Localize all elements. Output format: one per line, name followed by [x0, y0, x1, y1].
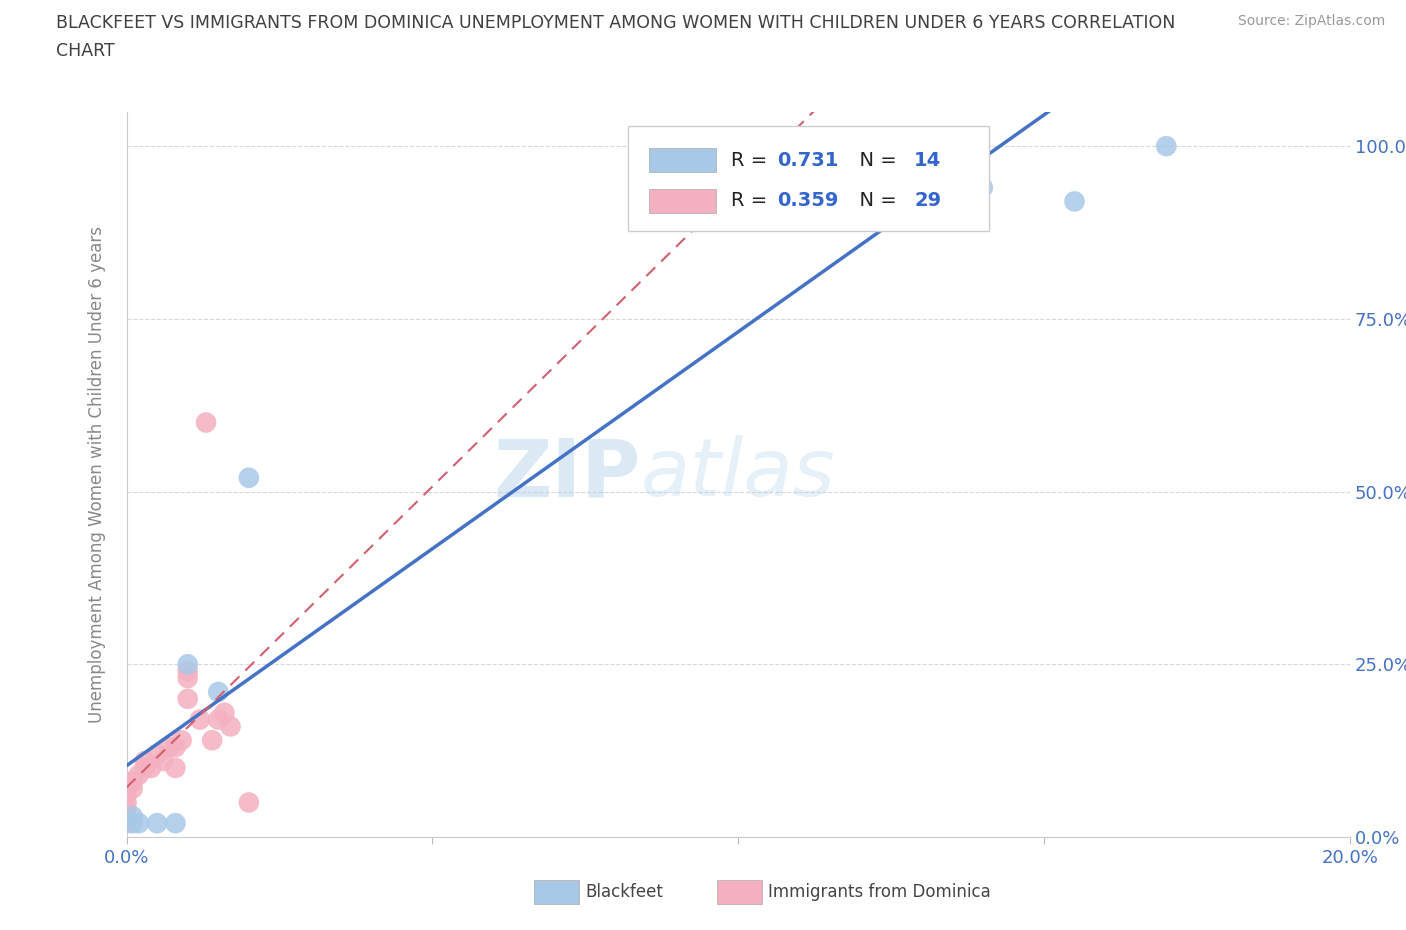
Point [165, 816, 187, 830]
Point [170, 733, 193, 748]
Point [880, 153, 903, 167]
Point [115, 781, 138, 796]
Point [115, 809, 138, 824]
Text: Source: ZipAtlas.com: Source: ZipAtlas.com [1237, 14, 1385, 28]
Point [128, 816, 150, 830]
Text: Blackfeet: Blackfeet [585, 883, 662, 901]
Point [165, 761, 187, 776]
Point [115, 802, 138, 817]
Text: BLACKFEET VS IMMIGRANTS FROM DOMINICA UNEMPLOYMENT AMONG WOMEN WITH CHILDREN UND: BLACKFEET VS IMMIGRANTS FROM DOMINICA UN… [56, 14, 1175, 32]
Point [188, 712, 211, 727]
Text: R =: R = [731, 151, 773, 169]
Point [214, 705, 236, 720]
Point [1156, 139, 1178, 153]
Text: N =: N = [846, 151, 903, 169]
Point [134, 761, 156, 776]
Text: 14: 14 [914, 151, 942, 169]
Point [157, 739, 180, 754]
Point [238, 471, 260, 485]
Point [1063, 194, 1085, 209]
Point [727, 166, 749, 181]
Point [115, 795, 138, 810]
FancyBboxPatch shape [648, 148, 716, 172]
Point [207, 684, 229, 699]
Point [177, 657, 200, 671]
Point [207, 712, 229, 727]
Text: CHART: CHART [56, 42, 115, 60]
Point [177, 664, 200, 679]
Point [134, 753, 156, 768]
Point [115, 788, 138, 803]
FancyBboxPatch shape [628, 126, 988, 232]
Text: N =: N = [846, 192, 903, 210]
Text: ZIP: ZIP [494, 435, 640, 513]
FancyBboxPatch shape [648, 189, 716, 213]
Text: 0.359: 0.359 [778, 192, 838, 210]
Point [121, 781, 143, 796]
Point [177, 671, 200, 685]
Point [146, 816, 169, 830]
Y-axis label: Unemployment Among Women with Children Under 6 years: Unemployment Among Women with Children U… [87, 226, 105, 723]
Point [128, 767, 150, 782]
Text: 0.731: 0.731 [778, 151, 838, 169]
Text: atlas: atlas [640, 435, 835, 513]
Point [146, 747, 169, 762]
Point [201, 733, 224, 748]
Point [121, 775, 143, 790]
Point [139, 761, 162, 776]
Point [972, 180, 994, 195]
Point [219, 719, 242, 734]
Point [115, 816, 138, 830]
Point [121, 816, 143, 830]
Point [177, 691, 200, 706]
Text: Immigrants from Dominica: Immigrants from Dominica [768, 883, 990, 901]
Point [818, 139, 841, 153]
Point [115, 775, 138, 790]
Text: 29: 29 [914, 192, 942, 210]
Point [238, 795, 260, 810]
Point [121, 809, 143, 824]
Point [195, 415, 218, 430]
Text: R =: R = [731, 192, 773, 210]
Point [165, 739, 187, 754]
Point [152, 753, 174, 768]
